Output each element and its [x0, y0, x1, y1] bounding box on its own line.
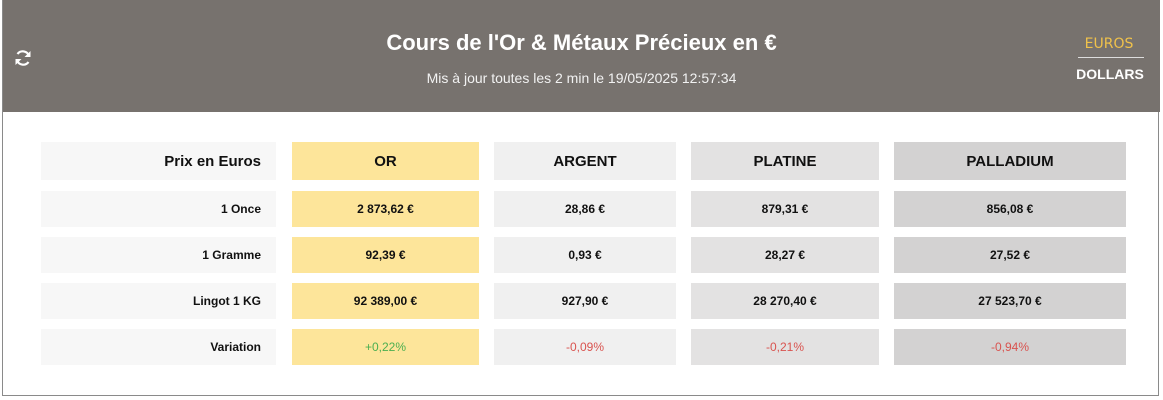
- price-cell: 28,86 €: [494, 191, 676, 227]
- header: Cours de l'Or & Métaux Précieux en € Mis…: [3, 0, 1160, 112]
- price-cell: 879,31 €: [691, 191, 879, 227]
- currency-underline: [1078, 57, 1144, 58]
- header-metal: PALLADIUM: [894, 142, 1126, 180]
- header-metal: OR: [292, 142, 479, 180]
- title: Cours de l'Or & Métaux Précieux en €: [386, 30, 777, 55]
- price-cell: -0,94%: [894, 329, 1126, 365]
- price-cell: 28,27 €: [691, 237, 879, 273]
- row-label: Lingot 1 KG: [41, 283, 276, 319]
- price-cell: 27,52 €: [894, 237, 1126, 273]
- price-cell: -0,21%: [691, 329, 879, 365]
- currency-dollars[interactable]: DOLLARS: [1076, 66, 1144, 82]
- price-cell: -0,09%: [494, 329, 676, 365]
- row-label: Variation: [41, 329, 276, 365]
- price-cell: 28 270,40 €: [691, 283, 879, 319]
- header-metal: ARGENT: [494, 142, 676, 180]
- price-cell: 927,90 €: [494, 283, 676, 319]
- refresh-icon[interactable]: [13, 48, 33, 68]
- price-cell: 27 523,70 €: [894, 283, 1126, 319]
- price-cell: 856,08 €: [894, 191, 1126, 227]
- row-label: 1 Once: [41, 191, 276, 227]
- subtitle: Mis à jour toutes les 2 min le 19/05/202…: [426, 70, 737, 86]
- currency-euros[interactable]: EUROS: [1084, 36, 1134, 52]
- price-cell: 92 389,00 €: [292, 283, 479, 319]
- price-cell: 2 873,62 €: [292, 191, 479, 227]
- price-cell: 92,39 €: [292, 237, 479, 273]
- price-cell: +0,22%: [292, 329, 479, 365]
- header-label: Prix en Euros: [41, 142, 276, 180]
- price-cell: 0,93 €: [494, 237, 676, 273]
- row-label: 1 Gramme: [41, 237, 276, 273]
- header-metal: PLATINE: [691, 142, 879, 180]
